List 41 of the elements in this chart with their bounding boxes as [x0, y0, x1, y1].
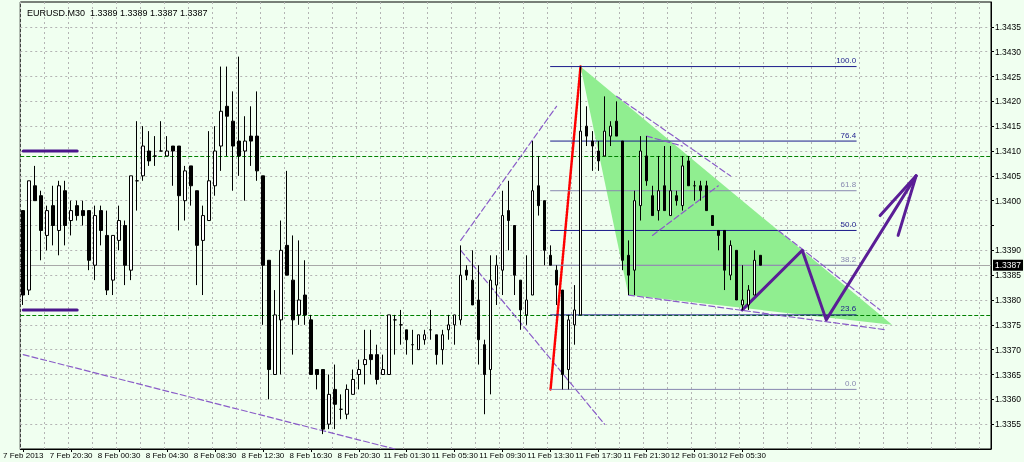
y-tick-label: 1.3435: [995, 21, 1022, 32]
text: EURUSD.M30 1.3389 1.3389 1.3387 1.3387: [27, 7, 208, 18]
x-tick-label: 12 Feb 05:30: [718, 450, 767, 460]
x-tick-label: 7 Feb 20:30: [49, 450, 94, 460]
x-tick-label: 7 Feb 2013: [2, 450, 45, 460]
series-label: 50.0: [840, 219, 857, 229]
x-tick-label: 11 Feb 13:30: [527, 450, 575, 460]
series-label: 76.4: [840, 130, 857, 140]
y-tick-label: 1.3425: [995, 71, 1022, 82]
x-tick-label: 8 Feb 12:30: [241, 450, 285, 460]
y-tick-label: 1.3385: [995, 270, 1022, 281]
y-tick-label: 1.3380: [995, 295, 1022, 305]
y-tick-label: 1.3420: [995, 96, 1022, 107]
x-tick-label: 11 Feb 05:30: [431, 450, 479, 460]
y-tick-label: 1.3355: [995, 419, 1022, 430]
series-label: 61.8: [840, 180, 857, 190]
x-tick-label: 12 Feb 01:30: [670, 450, 719, 460]
y-tick-label: 1.3400: [995, 195, 1022, 206]
x-tick-label: 8 Feb 00:30: [97, 450, 142, 460]
y-tick-label: 1.3360: [995, 394, 1022, 405]
series-label: 38.2: [840, 254, 857, 264]
ref-line-label: 1.3387: [995, 260, 1022, 271]
y-tick-label: 1.3390: [995, 245, 1022, 256]
x-tick-label: 8 Feb 16:30: [289, 450, 333, 460]
y-tick-label: 1.3430: [995, 46, 1022, 57]
y-tick-label: 1.3415: [995, 121, 1022, 132]
y-tick-label: 1.3365: [995, 369, 1022, 380]
y-tick-label: 1.3405: [995, 170, 1022, 181]
x-tick-label: 11 Feb 01:30: [383, 450, 431, 460]
y-tick-label: 1.3370: [995, 344, 1022, 355]
x-tick-label: 8 Feb 08:30: [193, 450, 237, 460]
x-tick-label: 11 Feb 09:30: [479, 450, 527, 460]
y-tick-label: 1.3410: [995, 146, 1022, 156]
x-tick-label: 8 Feb 04:30: [145, 450, 189, 460]
x-tick-label: 11 Feb 21:30: [623, 450, 671, 460]
series-label: 0.0: [845, 378, 857, 388]
series-label: 100.0: [836, 56, 857, 66]
x-tick-label: 11 Feb 17:30: [575, 450, 623, 460]
x-tick-label: 8 Feb 20:30: [337, 450, 381, 460]
y-tick-label: 1.3375: [995, 319, 1022, 330]
series-label: 23.6: [840, 304, 857, 314]
